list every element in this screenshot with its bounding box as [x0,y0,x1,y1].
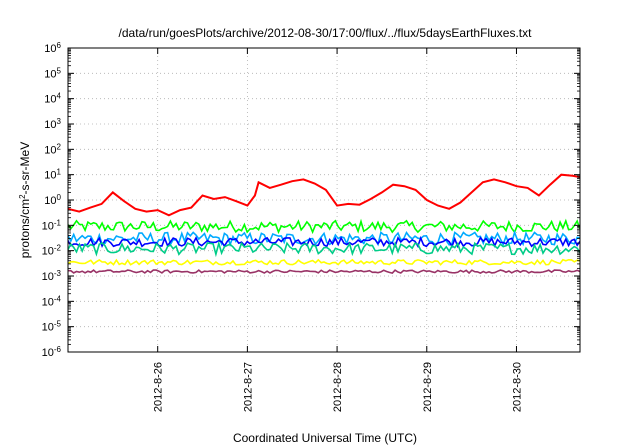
x-tick-label: 2012-8-30 [511,362,523,412]
y-tick-label: 102 [44,142,61,157]
x-tick-label: 2012-8-28 [332,362,344,412]
x-axis-label: Coordinated Universal Time (UTC) [233,431,417,445]
y-tick-label: 10-4 [42,294,62,309]
y-tick-label: 10-3 [42,269,62,284]
x-tick-label: 2012-8-27 [242,362,254,412]
y-tick-label: 10-1 [42,218,62,233]
y-tick-label: 10-2 [42,243,62,258]
series-line-0 [68,173,580,217]
x-tick-label: 2012-8-26 [153,362,165,412]
plot-area: 10-6 10-5 10-4 10-3 10-2 10-1 100 101 102 103 104 1… [42,41,581,412]
y-axis-label-post: -s-sr-MeV [18,142,32,195]
series-line-2 [68,229,580,248]
series-line-1 [68,218,580,235]
y-axis-label-pre: protons/cm [18,199,32,258]
chart-title: /data/run/goesPlots/archive/2012-08-30/1… [119,26,533,40]
y-tick-label: 10-5 [42,319,62,334]
y-tick-label: 106 [44,41,61,56]
series-group [68,173,580,275]
y-tick-label: 104 [44,91,61,106]
y-tick-label: 105 [44,66,61,81]
series-line-6 [68,269,580,275]
y-axis-label-sup: 2 [18,194,27,199]
series-line-5 [68,258,580,266]
x-tick-label: 2012-8-29 [422,362,434,412]
y-tick-label: 103 [44,117,61,132]
y-axis-label: protons/cm2-s-sr-MeV [18,142,33,258]
series-line-4 [68,240,580,258]
y-tick-label: 101 [44,167,61,182]
y-tick-label: 10-6 [42,345,62,360]
y-tick-label: 100 [44,193,61,208]
